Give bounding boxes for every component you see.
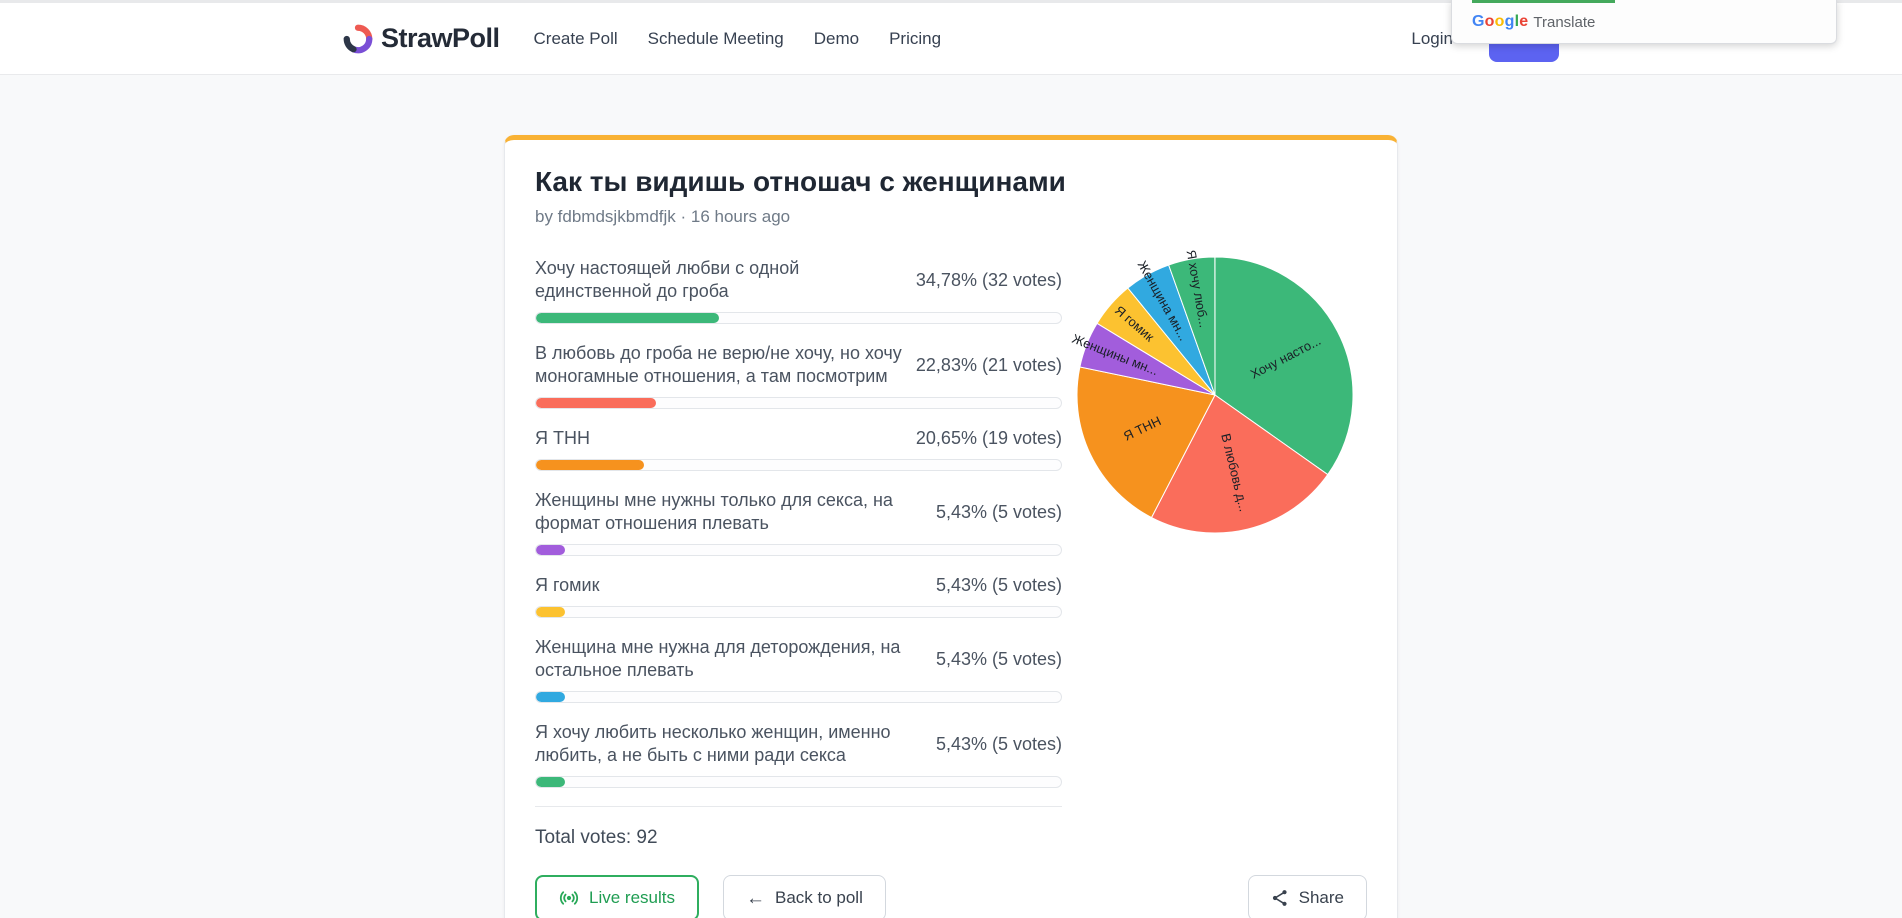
divider [535, 806, 1062, 808]
live-results-label: Live results [589, 888, 675, 908]
option-bar-track [535, 459, 1062, 472]
option-header: В любовь до гроба не верю/не хочу, но хо… [535, 342, 1062, 388]
poll-option: Я гомик 5,43% (5 votes) [535, 574, 1062, 619]
translate-progress-line [1472, 0, 1615, 3]
nav-link-demo[interactable]: Demo [813, 28, 860, 48]
pie-slice [1214, 256, 1353, 476]
option-header: Я ТНН 20,65% (19 votes) [535, 427, 1062, 450]
brand-logo[interactable]: StrawPoll [343, 23, 500, 54]
option-bar-track [535, 606, 1062, 619]
option-percentage: 5,43% (5 votes) [935, 648, 1062, 669]
live-results-button[interactable]: Live results [535, 875, 699, 918]
options-column: Хочу настоящей любви с одной единственно… [535, 257, 1062, 849]
option-header: Женщина мне нужна для деторождения, на о… [535, 636, 1062, 682]
poll-results-card: Как ты видишь отношач с женщинами by fdb… [504, 135, 1398, 918]
option-bar-track [535, 691, 1062, 704]
option-bar-track [535, 312, 1062, 325]
live-icon [559, 891, 579, 906]
poll-title: Как ты видишь отношач с женщинами [535, 166, 1066, 197]
option-bar-fill [536, 607, 565, 618]
translate-label: Translate [1533, 13, 1596, 31]
option-label: Женщины мне нужны только для секса, на ф… [535, 490, 893, 534]
nav-link-schedule-meeting[interactable]: Schedule Meeting [647, 28, 784, 48]
option-percentage: 5,43% (5 votes) [935, 733, 1062, 754]
option-label: Я хочу любить несколько женщин, именно л… [535, 722, 891, 766]
nav-links: Create Poll Schedule Meeting Demo Pricing [534, 29, 942, 49]
option-label: Женщина мне нужна для деторождения, на о… [535, 637, 901, 681]
option-label: Хочу настоящей любви с одной единственно… [535, 258, 800, 302]
login-link[interactable]: Login [1411, 28, 1453, 48]
option-bar-fill [536, 692, 565, 703]
option-header: Женщины мне нужны только для секса, на ф… [535, 489, 1062, 535]
results-list: Хочу настоящей любви с одной единственно… [535, 257, 1062, 789]
option-label: В любовь до гроба не верю/не хочу, но хо… [535, 343, 902, 387]
back-to-poll-label: Back to poll [774, 888, 863, 908]
option-bar-track [535, 397, 1062, 410]
option-bar-fill [536, 460, 645, 471]
option-bar-fill [536, 313, 719, 324]
option-bar-fill [536, 777, 565, 788]
option-header: Я хочу любить несколько женщин, именно л… [535, 721, 1062, 767]
actions-row: Live results ← Back to poll Share [535, 875, 1367, 918]
poll-option: В любовь до гроба не верю/не хочу, но хо… [535, 342, 1062, 410]
strawpoll-logo-icon [343, 24, 373, 53]
nav-link-pricing[interactable]: Pricing [889, 28, 942, 48]
poll-option: Женщины мне нужны только для секса, на ф… [535, 489, 1062, 557]
pie-chart: Хочу насто... В любовь д... Я ТНН Женщины м… [1062, 249, 1367, 849]
option-percentage: 5,43% (5 votes) [935, 501, 1062, 522]
poll-option: Я ТНН 20,65% (19 votes) [535, 427, 1062, 472]
option-bar-track [535, 776, 1062, 789]
google-translate-panel: Google Translate [1451, 0, 1837, 44]
poll-option: Хочу настоящей любви с одной единственно… [535, 257, 1062, 325]
results-section: Хочу настоящей любви с одной единственно… [535, 249, 1367, 849]
navbar-inner: StrawPoll Create Poll Schedule Meeting Dem… [343, 3, 1559, 74]
option-header: Хочу настоящей любви с одной единственно… [535, 257, 1062, 303]
option-bar-track [535, 544, 1062, 557]
option-percentage: 20,65% (19 votes) [915, 428, 1062, 449]
pie-slice [1076, 366, 1216, 519]
total-votes: Total votes: 92 [535, 827, 658, 849]
share-icon [1272, 890, 1287, 907]
share-button[interactable]: Share [1247, 875, 1367, 918]
option-label: Я гомик [535, 575, 600, 596]
pie-slice [1167, 256, 1215, 396]
translate-branding[interactable]: Google Translate [1472, 0, 1595, 44]
option-header: Я гомик 5,43% (5 votes) [535, 574, 1062, 597]
back-to-poll-button[interactable]: ← Back to poll [722, 875, 886, 918]
poll-option: Я хочу любить несколько женщин, именно л… [535, 721, 1062, 789]
option-label: Я ТНН [535, 428, 590, 449]
option-percentage: 5,43% (5 votes) [935, 575, 1062, 596]
poll-byline: by fdbmdsjkbmdfjk · 16 hours ago [535, 207, 791, 226]
google-logo: Google [1472, 13, 1529, 30]
option-bar-fill [536, 398, 656, 409]
option-bar-fill [536, 545, 565, 556]
poll-option: Женщина мне нужна для деторождения, на о… [535, 636, 1062, 704]
option-percentage: 34,78% (32 votes) [915, 269, 1062, 290]
brand-name: StrawPoll [381, 23, 500, 53]
share-label: Share [1298, 888, 1344, 908]
nav-link-create-poll[interactable]: Create Poll [533, 28, 618, 48]
pie-slice [1150, 394, 1328, 534]
arrow-left-icon: ← [745, 887, 765, 909]
option-percentage: 22,83% (21 votes) [915, 354, 1062, 375]
